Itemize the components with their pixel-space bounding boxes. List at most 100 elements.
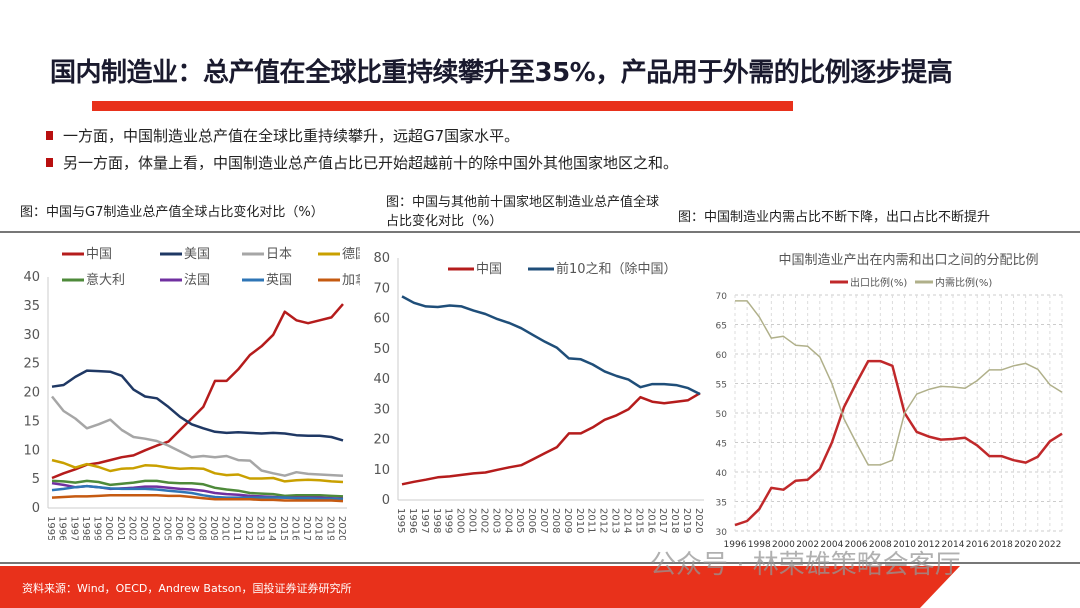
x-tick-label: 2009: [562, 508, 573, 533]
x-tick-label: 2008: [550, 508, 561, 533]
series-line: [51, 303, 344, 480]
series-line: [51, 484, 344, 501]
y-tick-label: 25: [23, 357, 40, 372]
x-tick-label: 2000: [455, 508, 466, 533]
legend-label: 日本: [266, 247, 292, 262]
x-tick-label: 2017: [301, 516, 312, 540]
x-tick-label: 2011: [586, 508, 597, 533]
x-tick-label: 2008: [196, 516, 207, 540]
series-line: [51, 369, 344, 442]
x-tick-label: 2010: [220, 516, 231, 540]
x-tick-label: 1995: [45, 516, 56, 540]
title-underline: [92, 101, 793, 111]
x-tick-label: 2013: [255, 516, 266, 540]
x-tick-label: 1996: [407, 508, 418, 533]
x-tick-label: 2003: [138, 516, 149, 540]
x-tick-label: 2001: [115, 516, 126, 540]
chart-g7-share: 0 5 10 15 20 25 30 35 40 1995 1996 1997 1998 1999 2000…: [23, 247, 360, 540]
x-tick-label: 2020: [693, 508, 704, 533]
x-tick-label: 2007: [538, 508, 549, 533]
x-tick-label: 2018: [990, 540, 1013, 550]
legend-label: 加拿大: [342, 272, 360, 288]
legend-label: 内需比例(%): [935, 276, 992, 289]
y-tick-label: 40: [23, 270, 40, 285]
bullet-item: 一方面，中国制造业总产值在全球比重持续攀升，远超G7国家水平。: [46, 122, 678, 149]
y-tick-label: 0: [382, 493, 390, 508]
x-tick-label: 2005: [514, 508, 525, 533]
series-line: [735, 300, 1063, 466]
y-tick-label: 80: [373, 251, 390, 266]
x-tick-label: 2016: [289, 516, 300, 540]
x-tick-label: 2007: [185, 516, 196, 540]
page-title: 国内制造业：总产值在全球比重持续攀升至35%，产品用于外需的比例逐步提高: [50, 58, 953, 88]
y-tick-label: 15: [23, 414, 40, 429]
series-line: [51, 458, 344, 484]
y-tick-label: 20: [23, 386, 40, 401]
legend-label: 德国: [342, 247, 360, 262]
x-tick-label: 2004: [502, 508, 513, 533]
x-tick-label: 2019: [681, 508, 692, 533]
y-tick-label: 30: [23, 328, 40, 343]
x-tick-label: 2014: [621, 508, 632, 533]
x-tick-label: 2014: [266, 516, 277, 540]
y-tick-label: 35: [23, 299, 40, 314]
series-line: [51, 479, 344, 498]
legend-label: 美国: [184, 247, 210, 262]
bullet-text: 一方面，中国制造业总产值在全球比重持续攀升，远超G7国家水平。: [63, 127, 520, 145]
y-tick-label: 35: [716, 499, 727, 509]
x-tick-label: 2002: [796, 540, 819, 550]
x-tick-label: 2004: [820, 540, 843, 550]
x-tick-label: 1996: [57, 516, 68, 540]
divider: [0, 231, 1080, 233]
x-tick-label: 2002: [126, 516, 137, 540]
x-tick-label: 2017: [657, 508, 668, 533]
y-tick-label: 50: [716, 410, 728, 420]
bullet-item: 另一方面，体量上看，中国制造业总产值占比已开始超越前十的除中国外其他国家地区之和…: [46, 149, 678, 176]
x-tick-label: 2010: [574, 508, 585, 533]
x-tick-label: 1998: [431, 508, 442, 533]
y-tick-label: 60: [373, 312, 390, 327]
series-line: [51, 395, 344, 477]
series-line: [734, 359, 1063, 527]
y-tick-label: 30: [373, 402, 390, 417]
y-tick-label: 70: [716, 292, 728, 302]
x-tick-label: 2006: [173, 516, 184, 540]
x-tick-label: 2012: [917, 540, 940, 550]
x-tick-label: 1997: [68, 516, 79, 540]
x-tick-label: 2004: [150, 516, 161, 540]
footer-divider: [0, 562, 1080, 564]
x-tick-label: 2016: [966, 540, 989, 550]
x-tick-label: 2012: [243, 516, 254, 540]
x-tick-label: 2012: [598, 508, 609, 533]
x-tick-label: 1995: [395, 508, 406, 533]
x-tick-label: 2018: [313, 516, 324, 540]
x-tick-label: 1999: [443, 508, 454, 533]
chart3-caption: 图：中国制造业内需占比不断下降，出口占比不断提升: [678, 210, 991, 225]
legend-label: 前10之和（除中国）: [556, 261, 677, 277]
x-tick-label: 2018: [669, 508, 680, 533]
y-tick-label: 10: [23, 443, 40, 458]
x-tick-label: 1998: [748, 540, 771, 550]
y-tick-label: 30: [716, 528, 728, 538]
y-tick-label: 70: [373, 281, 390, 296]
x-tick-label: 2000: [103, 516, 114, 540]
x-tick-label: 1998: [80, 516, 91, 540]
y-tick-label: 60: [716, 351, 728, 361]
x-tick-label: 2015: [633, 508, 644, 533]
series-line: [401, 392, 701, 486]
series-line: [51, 494, 344, 503]
x-tick-label: 2022: [1038, 540, 1061, 550]
x-tick-label: 2001: [467, 508, 478, 533]
bullet-square-icon: [46, 158, 53, 167]
bullet-square-icon: [46, 131, 53, 140]
series-line: [401, 295, 701, 396]
chart-title: 中国制造业产出在内需和出口之间的分配比例: [778, 252, 1038, 268]
x-tick-label: 2008: [869, 540, 892, 550]
legend-label: 中国: [476, 262, 502, 277]
y-tick-label: 40: [716, 469, 728, 479]
x-tick-label: 2010: [893, 540, 916, 550]
x-tick-label: 2011: [231, 516, 242, 540]
x-tick-label: 2009: [208, 516, 219, 540]
x-tick-label: 2002: [478, 508, 489, 533]
x-tick-label: 2015: [278, 516, 289, 540]
